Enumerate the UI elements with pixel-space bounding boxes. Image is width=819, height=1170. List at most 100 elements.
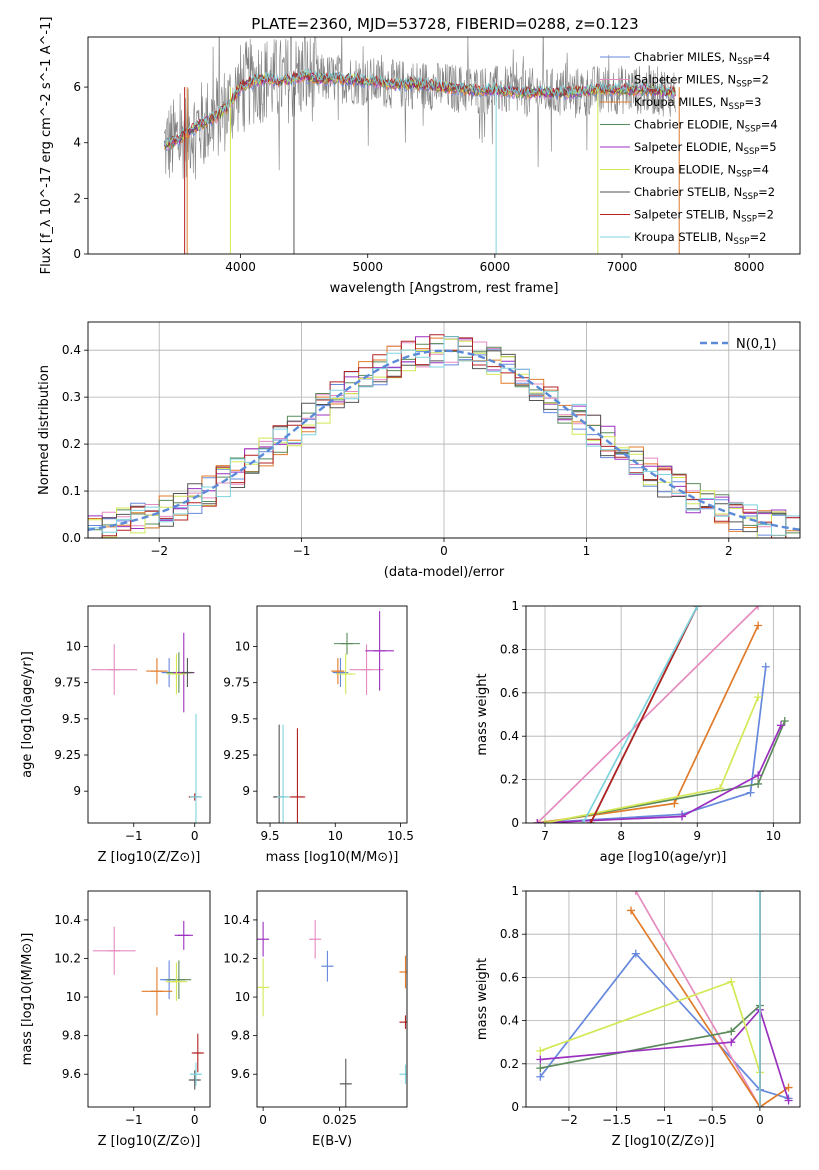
axes-frame bbox=[256, 890, 408, 1108]
legend-eq: =4 bbox=[752, 163, 769, 177]
weight-line-2 bbox=[630, 909, 789, 1107]
residuals-plot bbox=[88, 334, 800, 538]
weight-marker bbox=[536, 1064, 545, 1073]
age_vs_Z-points bbox=[91, 632, 202, 823]
legend-sub: SSP bbox=[736, 80, 752, 90]
weight-marker bbox=[631, 891, 640, 895]
x-tick-label: 10 bbox=[328, 829, 343, 843]
x-tick-label: 10.5 bbox=[387, 829, 414, 843]
weight-marker bbox=[716, 784, 725, 793]
weight-line-7 bbox=[589, 606, 699, 823]
legend-label-3: Chabrier ELODIE, NSSP=4 bbox=[634, 118, 778, 135]
y-tick-label: 9.5 bbox=[62, 712, 81, 726]
weight-marker bbox=[784, 1083, 793, 1092]
x-axis-label: age [log10(age/yr)] bbox=[600, 850, 727, 865]
weight_vs_age-lines bbox=[533, 606, 789, 823]
x-tick-label: 7 bbox=[541, 829, 549, 843]
weight-marker bbox=[627, 906, 636, 915]
legend-eq: =5 bbox=[760, 140, 777, 154]
x-tick-label: 9 bbox=[693, 829, 701, 843]
weight-marker bbox=[754, 779, 763, 788]
weight-line-4 bbox=[537, 725, 782, 823]
y-tick-label: 10 bbox=[66, 990, 81, 1004]
legend-sub: SSP bbox=[744, 147, 760, 157]
y-tick-label: 9.6 bbox=[231, 1067, 250, 1081]
legend-sub: SSP bbox=[729, 102, 745, 112]
y-tick-label: 0.4 bbox=[62, 343, 81, 357]
x-tick-label: 1 bbox=[583, 544, 591, 558]
legend-sub: SSP bbox=[736, 170, 752, 180]
y-axis-label: Flux [f_λ 10^-17 erg cm^-2 s^-1 A^-1] bbox=[39, 17, 54, 275]
y-tick-label: 2 bbox=[73, 191, 81, 205]
spectrum-model-8 bbox=[163, 67, 676, 147]
y-tick-label: 0 bbox=[511, 816, 519, 830]
y-tick-label: 4 bbox=[73, 136, 81, 150]
legend-sub: SSP bbox=[734, 237, 750, 247]
y-tick-label: 0.4 bbox=[500, 729, 519, 743]
legend-eq: =4 bbox=[761, 118, 778, 132]
y-tick-label: 9.6 bbox=[62, 1067, 81, 1081]
y-axis-label: mass weight bbox=[475, 673, 490, 755]
x-tick-label: −1 bbox=[125, 1113, 143, 1127]
y-tick-label: 9.25 bbox=[54, 748, 81, 762]
y-tick-label: 0.8 bbox=[500, 927, 519, 941]
y-tick-label: 9.25 bbox=[223, 748, 250, 762]
x-tick-label: −0.5 bbox=[698, 1113, 727, 1127]
mass_vs_ebv-points bbox=[257, 919, 407, 1107]
legend-eq: =2 bbox=[757, 208, 774, 222]
weight-marker bbox=[776, 721, 785, 730]
axes-frame bbox=[87, 321, 801, 539]
legend-sub: SSP bbox=[737, 57, 753, 67]
weight-marker bbox=[754, 621, 763, 630]
y-tick-label: 0.1 bbox=[62, 484, 81, 498]
weight-marker bbox=[754, 606, 763, 610]
legend-eq: =2 bbox=[749, 230, 766, 244]
weight-marker bbox=[536, 1046, 545, 1055]
y-tick-label: 9 bbox=[242, 784, 250, 798]
weight-marker bbox=[754, 693, 763, 702]
weight-marker bbox=[670, 799, 679, 808]
x-tick-label: 8000 bbox=[734, 260, 765, 274]
weight-marker bbox=[693, 606, 702, 610]
spectrum-legend: Chabrier MILES, NSSP=4 Salpeter MILES, NS… bbox=[600, 50, 778, 247]
x-tick-label: 7000 bbox=[607, 260, 638, 274]
figure-title: PLATE=2360, MJD=53728, FIBERID=0288, z=0… bbox=[251, 15, 638, 33]
legend-label-7: Salpeter STELIB, NSSP=2 bbox=[634, 208, 774, 225]
weight-line-3 bbox=[540, 1004, 761, 1069]
x-tick-label: −1 bbox=[125, 829, 143, 843]
legend-eq: =3 bbox=[744, 95, 761, 109]
x-tick-label: 0 bbox=[259, 1113, 267, 1127]
weight-marker bbox=[678, 812, 687, 821]
axes-mass_vs_ebv: 0 0.025 9.6 9.8 10 10.2 10.4 E(B-V) bbox=[223, 913, 357, 1149]
y-tick-label: 0.0 bbox=[62, 531, 81, 545]
x-axis-label: E(B-V) bbox=[312, 1134, 352, 1149]
axes-residuals: −2 −1 0 1 2 0.0 0.1 0.2 0.3 0.4 (data-model)/error… bbox=[37, 322, 800, 580]
weight-marker bbox=[727, 1038, 736, 1047]
spectrum-plot bbox=[163, 37, 680, 254]
weight-line-8 bbox=[582, 606, 699, 823]
y-tick-label: 10.4 bbox=[54, 913, 81, 927]
weight-line-1 bbox=[635, 891, 761, 1107]
y-tick-label: 0.2 bbox=[62, 437, 81, 451]
y-axis-label: mass [log10(M/M⊙)] bbox=[20, 933, 35, 1066]
weight-line-0 bbox=[539, 952, 789, 1100]
weight-marker bbox=[536, 1055, 545, 1064]
weight-marker bbox=[533, 819, 542, 823]
legend-label-8: Kroupa STELIB, NSSP=2 bbox=[634, 230, 766, 247]
axes-mass_vs_Z: −1 0 9.6 9.8 10 10.2 10.4 Z [log10(Z/Z⊙)] mass [… bbox=[20, 913, 200, 1149]
legend-label-1: Salpeter MILES, NSSP=2 bbox=[634, 73, 769, 90]
x-tick-label: −2 bbox=[560, 1113, 578, 1127]
x-tick-label: 0 bbox=[191, 829, 199, 843]
x-tick-label: 9.5 bbox=[260, 829, 279, 843]
x-axis-label: mass [log10(M/M⊙)] bbox=[266, 850, 399, 865]
y-tick-label: 1 bbox=[511, 599, 519, 613]
x-tick-label: 0 bbox=[191, 1113, 199, 1127]
y-tick-label: 0.6 bbox=[500, 970, 519, 984]
axes-frame bbox=[256, 605, 408, 824]
axes-spectrum: 4000 5000 6000 7000 8000 0 2 4 6 wavelength [Angs… bbox=[39, 17, 764, 296]
histogram-8 bbox=[88, 336, 800, 538]
weight_vs_Z-lines bbox=[536, 891, 793, 1107]
x-tick-label: −1 bbox=[293, 544, 311, 558]
y-tick-label: 0.4 bbox=[500, 1014, 519, 1028]
x-tick-label: −2 bbox=[150, 544, 168, 558]
